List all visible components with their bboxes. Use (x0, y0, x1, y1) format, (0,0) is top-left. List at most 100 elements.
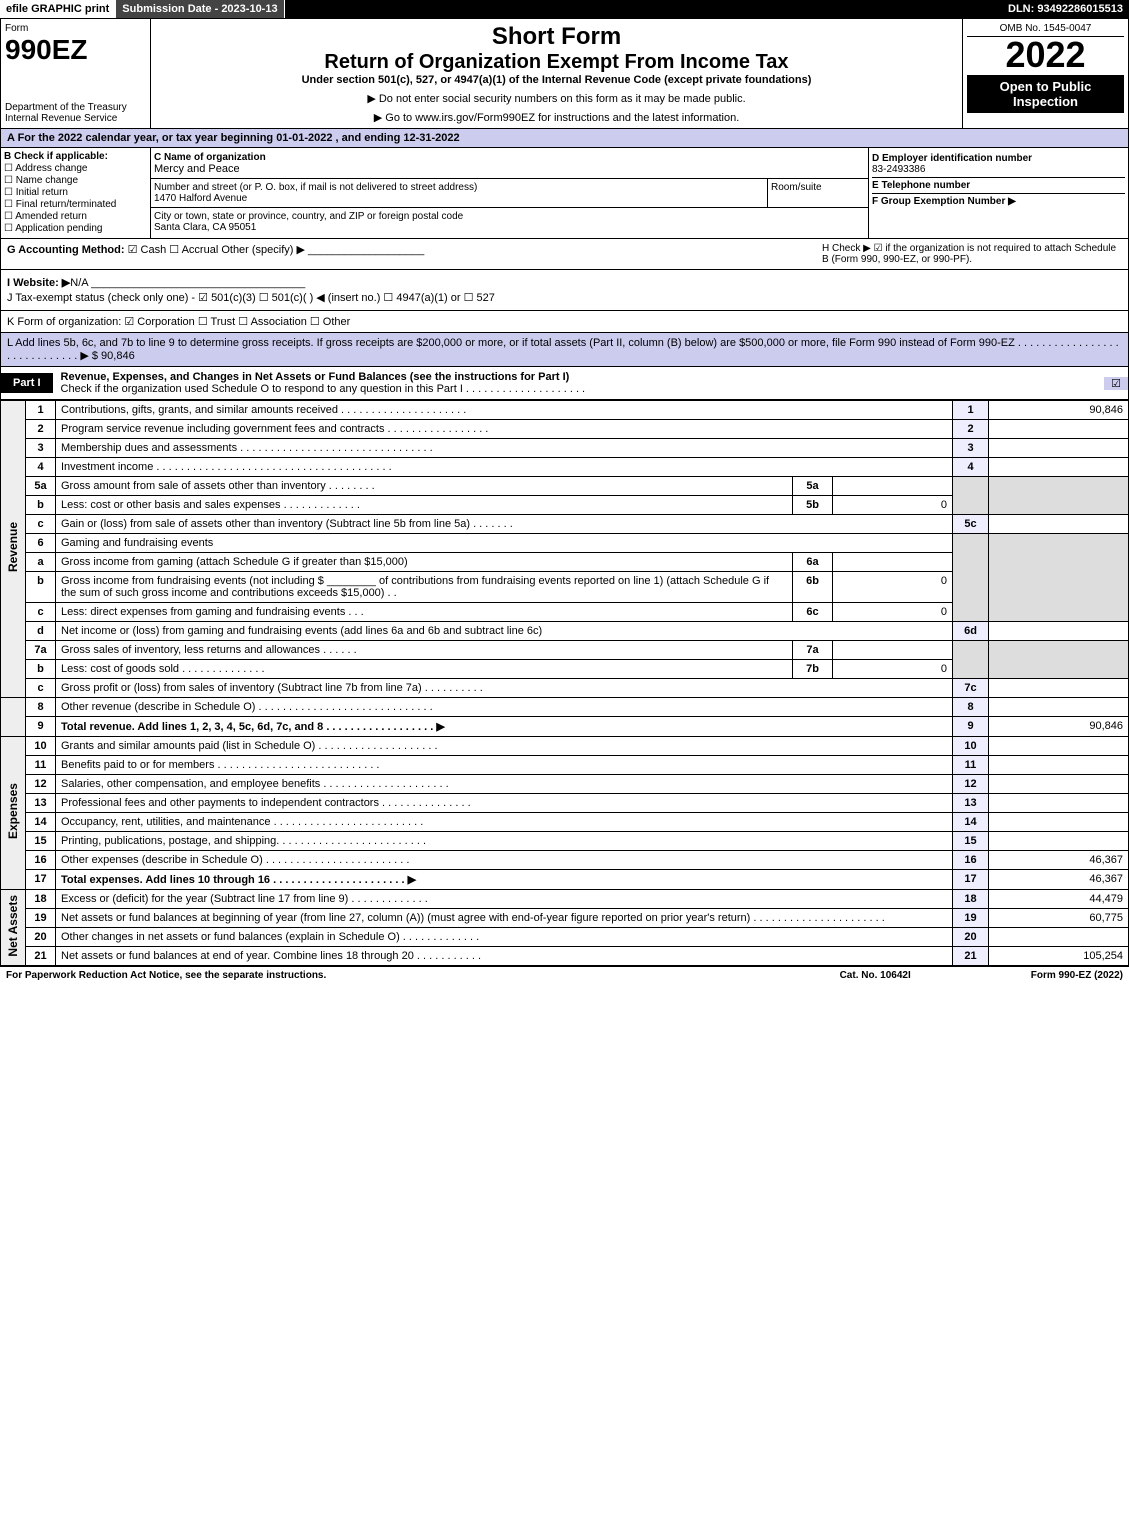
line-13-ref: 13 (953, 794, 989, 813)
footer: For Paperwork Reduction Act Notice, see … (0, 966, 1129, 984)
line-12-amt (989, 775, 1129, 794)
part-1-label: Part I (1, 373, 53, 393)
line-12-ref: 12 (953, 775, 989, 794)
header-mid: Short Form Return of Organization Exempt… (151, 19, 963, 128)
line-7c-text: Gross profit or (loss) from sales of inv… (56, 679, 953, 698)
line-7a-text: Gross sales of inventory, less returns a… (56, 641, 793, 660)
addr-label: Number and street (or P. O. box, if mail… (154, 182, 477, 193)
line-15-text: Printing, publications, postage, and shi… (56, 832, 953, 851)
line-6-text: Gaming and fundraising events (56, 534, 953, 553)
line-2-text: Program service revenue including govern… (56, 420, 953, 439)
line-8-ref: 8 (953, 698, 989, 717)
line-18-amt: 44,479 (989, 890, 1129, 909)
section-b: B Check if applicable: Address change Na… (1, 148, 151, 238)
g-accrual[interactable]: Accrual (169, 244, 218, 256)
chk-name-change[interactable]: Name change (4, 175, 147, 186)
topbar: efile GRAPHIC print Submission Date - 20… (0, 0, 1129, 18)
line-2-amt (989, 420, 1129, 439)
section-h: H Check ▶ ☑ if the organization is not r… (822, 243, 1122, 265)
line-15-num: 15 (26, 832, 56, 851)
line-8-text: Other revenue (describe in Schedule O) .… (56, 698, 953, 717)
line-20-num: 20 (26, 928, 56, 947)
department: Department of the Treasury Internal Reve… (5, 102, 146, 124)
part-1-title: Revenue, Expenses, and Changes in Net As… (61, 371, 570, 383)
line-3-num: 3 (26, 439, 56, 458)
line-7c-amt (989, 679, 1129, 698)
d-label: D Employer identification number (872, 153, 1032, 164)
g-other[interactable]: Other (specify) ▶ (221, 244, 305, 256)
footer-right: Form 990-EZ (2022) (1031, 970, 1123, 981)
chk-address-change[interactable]: Address change (4, 163, 147, 174)
part-1-header: Part I Revenue, Expenses, and Changes in… (0, 367, 1129, 400)
line-15-amt (989, 832, 1129, 851)
line-20-ref: 20 (953, 928, 989, 947)
line-7b-ref: 7b (793, 660, 833, 679)
city-value: Santa Clara, CA 95051 (154, 222, 256, 233)
line-9-ref: 9 (953, 717, 989, 737)
line-16-text: Other expenses (describe in Schedule O) … (56, 851, 953, 870)
chk-amended-return[interactable]: Amended return (4, 211, 147, 222)
revenue-sidebar: Revenue (6, 522, 20, 572)
line-3-ref: 3 (953, 439, 989, 458)
section-c: C Name of organization Mercy and Peace N… (151, 148, 868, 238)
website-value: N/A (70, 277, 88, 289)
header-left: Form 990EZ Department of the Treasury In… (1, 19, 151, 128)
irs-link-note: ▶ Go to www.irs.gov/Form990EZ for instru… (155, 111, 958, 124)
line-2-ref: 2 (953, 420, 989, 439)
line-5c-ref: 5c (953, 515, 989, 534)
line-13-text: Professional fees and other payments to … (56, 794, 953, 813)
line-6d-ref: 6d (953, 622, 989, 641)
line-17-text: Total expenses. Add lines 10 through 16 … (56, 870, 953, 890)
line-6b-text: Gross income from fundraising events (no… (56, 572, 793, 603)
line-18-num: 18 (26, 890, 56, 909)
line-13-amt (989, 794, 1129, 813)
line-10-text: Grants and similar amounts paid (list in… (56, 737, 953, 756)
line-6a-amt (833, 553, 953, 572)
line-3-amt (989, 439, 1129, 458)
footer-left: For Paperwork Reduction Act Notice, see … (6, 970, 326, 981)
line-11-num: 11 (26, 756, 56, 775)
line-18-ref: 18 (953, 890, 989, 909)
line-7c-num: c (26, 679, 56, 698)
section-l: L Add lines 5b, 6c, and 7b to line 9 to … (0, 333, 1129, 367)
row-ijkl: I Website: ▶N/A ________________________… (0, 270, 1129, 311)
line-6d-amt (989, 622, 1129, 641)
line-9-text: Total revenue. Add lines 1, 2, 3, 4, 5c,… (56, 717, 953, 737)
e-label: E Telephone number (872, 180, 970, 191)
line-6-num: 6 (26, 534, 56, 553)
short-form-label: Short Form (155, 23, 958, 51)
line-5c-amt (989, 515, 1129, 534)
g-cash[interactable]: Cash (128, 244, 167, 256)
row-g-h: G Accounting Method: Cash Accrual Other … (0, 239, 1129, 270)
line-17-amt: 46,367 (989, 870, 1129, 890)
efile-label: efile GRAPHIC print (0, 0, 116, 18)
city-label: City or town, state or province, country… (154, 211, 463, 222)
form-word: Form (5, 23, 146, 34)
line-7b-amt: 0 (833, 660, 953, 679)
street-address: 1470 Halford Avenue (154, 193, 247, 204)
line-6c-amt: 0 (833, 603, 953, 622)
line-14-amt (989, 813, 1129, 832)
chk-application-pending[interactable]: Application pending (4, 223, 147, 234)
dln: DLN: 93492286015513 (1002, 0, 1129, 18)
line-21-ref: 21 (953, 947, 989, 966)
line-16-num: 16 (26, 851, 56, 870)
line-16-ref: 16 (953, 851, 989, 870)
revenue-table: Revenue 1Contributions, gifts, grants, a… (0, 400, 1129, 966)
line-20-text: Other changes in net assets or fund bala… (56, 928, 953, 947)
line-1-text: Contributions, gifts, grants, and simila… (56, 401, 953, 420)
line-9-num: 9 (26, 717, 56, 737)
line-1-num: 1 (26, 401, 56, 420)
line-5c-text: Gain or (loss) from sale of assets other… (56, 515, 953, 534)
line-6c-num: c (26, 603, 56, 622)
line-11-ref: 11 (953, 756, 989, 775)
chk-initial-return[interactable]: Initial return (4, 187, 147, 198)
section-d-e-f: D Employer identification number 83-2493… (868, 148, 1128, 238)
line-12-num: 12 (26, 775, 56, 794)
line-6a-num: a (26, 553, 56, 572)
expenses-sidebar: Expenses (6, 783, 20, 839)
line-8-num: 8 (26, 698, 56, 717)
chk-final-return[interactable]: Final return/terminated (4, 199, 147, 210)
part-1-checkbox[interactable]: ☑ (1104, 377, 1128, 390)
open-to-public: Open to Public Inspection (967, 75, 1124, 113)
